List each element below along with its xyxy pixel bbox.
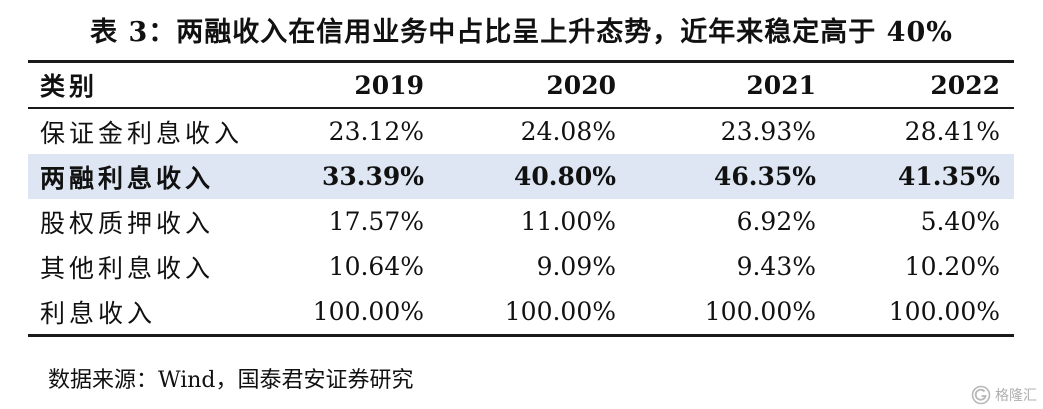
- header-2022: 2022: [830, 60, 1014, 109]
- row-label: 其他利息收入: [40, 253, 215, 283]
- table-cell: 17.57%: [328, 207, 424, 236]
- watermark-text: 格隆汇: [995, 388, 1037, 404]
- table-cell: 41.35%: [830, 154, 1014, 199]
- row-label: 两融利息收入: [28, 154, 258, 199]
- table-title: 表 3：两融收入在信用业务中占比呈上升态势，近年来稳定高于 40%: [90, 17, 953, 48]
- table-cell: 9.09%: [536, 252, 616, 281]
- source-note: 数据来源：Wind，国泰君安证券研究: [48, 368, 414, 393]
- watermark: 格隆汇: [971, 385, 1037, 405]
- row-label: 利息收入: [28, 289, 258, 337]
- table-cell: 28.41%: [904, 117, 1000, 146]
- table-cell: 6.92%: [736, 207, 816, 236]
- table-cell: 23.12%: [328, 117, 424, 146]
- header-category: 类别: [28, 60, 258, 109]
- table-cell: 9.43%: [736, 252, 816, 281]
- header-2019: 2019: [258, 60, 438, 109]
- header-2021: 2021: [630, 60, 830, 109]
- table-cell: 100.00%: [830, 289, 1014, 337]
- row-label: 股权质押收入: [40, 208, 215, 238]
- gelonghui-logo-icon: [971, 385, 991, 405]
- table-cell: 100.00%: [630, 289, 830, 337]
- table-row: 其他利息收入 10.64% 9.09% 9.43% 10.20%: [28, 244, 1014, 289]
- table-cell: 10.20%: [904, 252, 1000, 281]
- table-cell: 100.00%: [438, 289, 630, 337]
- table-cell: 5.40%: [920, 207, 1000, 236]
- table-row-total: 利息收入 100.00% 100.00% 100.00% 100.00%: [28, 289, 1014, 337]
- table-cell: 33.39%: [258, 154, 438, 199]
- table-cell: 10.64%: [328, 252, 424, 281]
- table-cell: 100.00%: [258, 289, 438, 337]
- table-cell: 23.93%: [720, 117, 816, 146]
- table-row-highlighted: 两融利息收入 33.39% 40.80% 46.35% 41.35%: [28, 154, 1014, 199]
- row-label: 保证金利息收入: [40, 118, 244, 148]
- data-table: 类别 2019 2020 2021 2022 保证金利息收入 23.12% 24…: [28, 60, 1014, 337]
- header-2020: 2020: [438, 60, 630, 109]
- header-row: 类别 2019 2020 2021 2022: [28, 60, 1014, 109]
- table-cell: 11.00%: [520, 207, 616, 236]
- table-cell: 24.08%: [520, 117, 616, 146]
- table-cell: 40.80%: [438, 154, 630, 199]
- table-row: 股权质押收入 17.57% 11.00% 6.92% 5.40%: [28, 199, 1014, 244]
- table-cell: 46.35%: [630, 154, 830, 199]
- table-row: 保证金利息收入 23.12% 24.08% 23.93% 28.41%: [28, 108, 1014, 154]
